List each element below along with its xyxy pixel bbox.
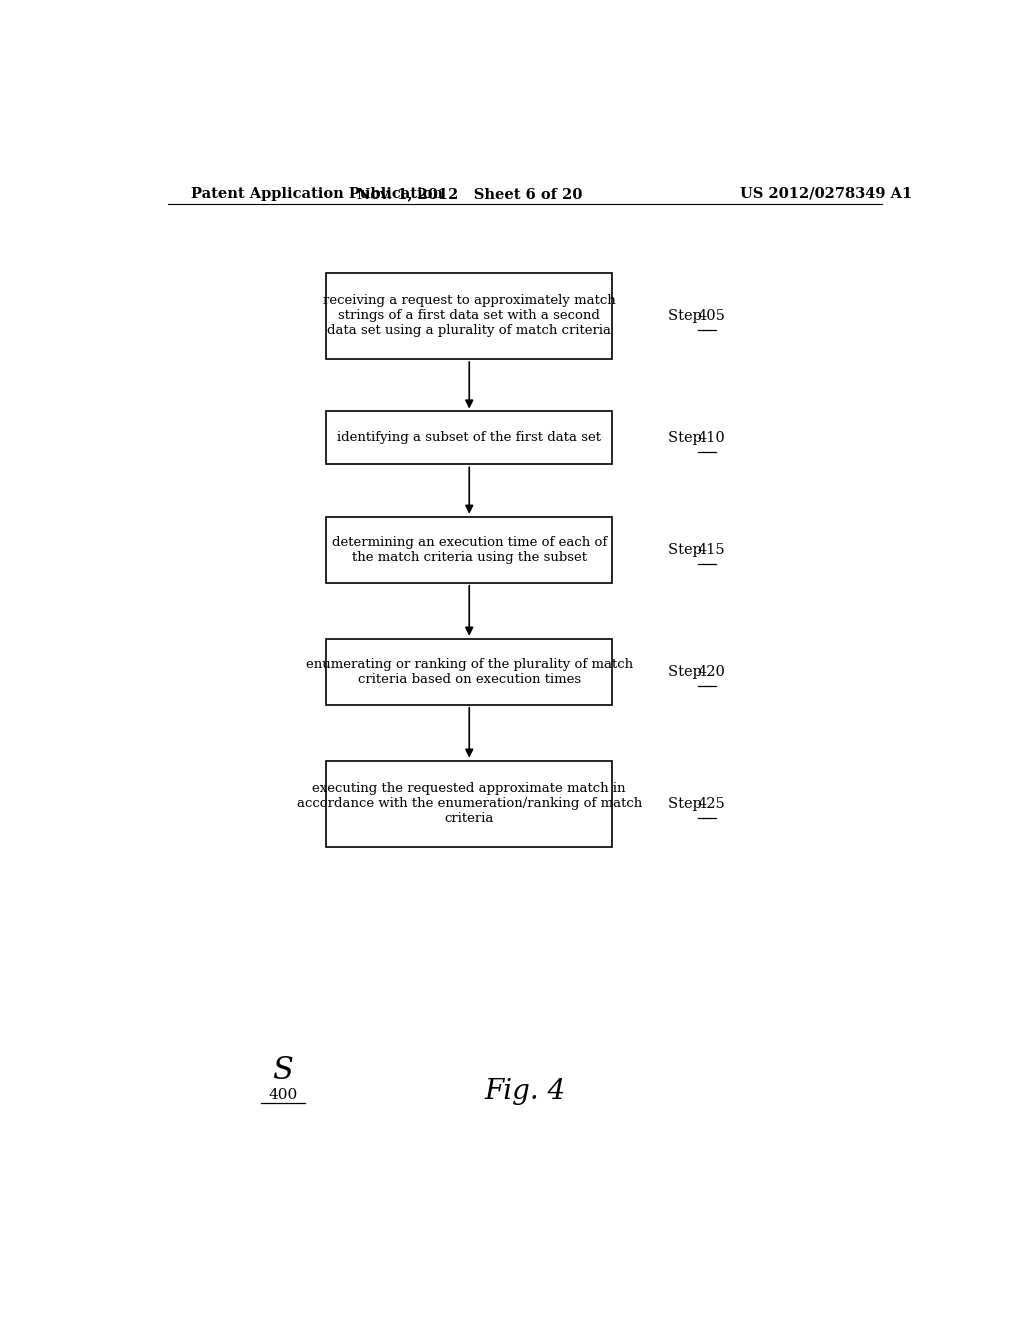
Text: Step: Step <box>668 430 707 445</box>
Text: Step: Step <box>668 665 707 678</box>
Text: 410: 410 <box>697 430 726 445</box>
Text: Step: Step <box>668 543 707 557</box>
Text: receiving a request to approximately match
strings of a first data set with a se: receiving a request to approximately mat… <box>323 294 615 338</box>
Text: Patent Application Publication: Patent Application Publication <box>191 187 443 201</box>
FancyBboxPatch shape <box>327 760 612 847</box>
FancyBboxPatch shape <box>327 516 612 582</box>
Text: US 2012/0278349 A1: US 2012/0278349 A1 <box>740 187 912 201</box>
Text: determining an execution time of each of
the match criteria using the subset: determining an execution time of each of… <box>332 536 607 564</box>
Text: Step: Step <box>668 797 707 810</box>
Text: 420: 420 <box>697 665 726 678</box>
Text: Nov. 1, 2012   Sheet 6 of 20: Nov. 1, 2012 Sheet 6 of 20 <box>356 187 582 201</box>
Text: 425: 425 <box>697 797 726 810</box>
Text: 405: 405 <box>697 309 726 323</box>
Text: identifying a subset of the first data set: identifying a subset of the first data s… <box>337 432 601 445</box>
Text: enumerating or ranking of the plurality of match
criteria based on execution tim: enumerating or ranking of the plurality … <box>306 657 633 685</box>
Text: Step: Step <box>668 309 707 323</box>
FancyBboxPatch shape <box>327 639 612 705</box>
Text: S: S <box>272 1055 293 1085</box>
Text: Fig. 4: Fig. 4 <box>484 1078 565 1105</box>
Text: 400: 400 <box>268 1088 297 1101</box>
Text: executing the requested approximate match in
accordance with the enumeration/ran: executing the requested approximate matc… <box>297 783 642 825</box>
Text: 415: 415 <box>697 543 725 557</box>
FancyBboxPatch shape <box>327 412 612 465</box>
FancyBboxPatch shape <box>327 273 612 359</box>
